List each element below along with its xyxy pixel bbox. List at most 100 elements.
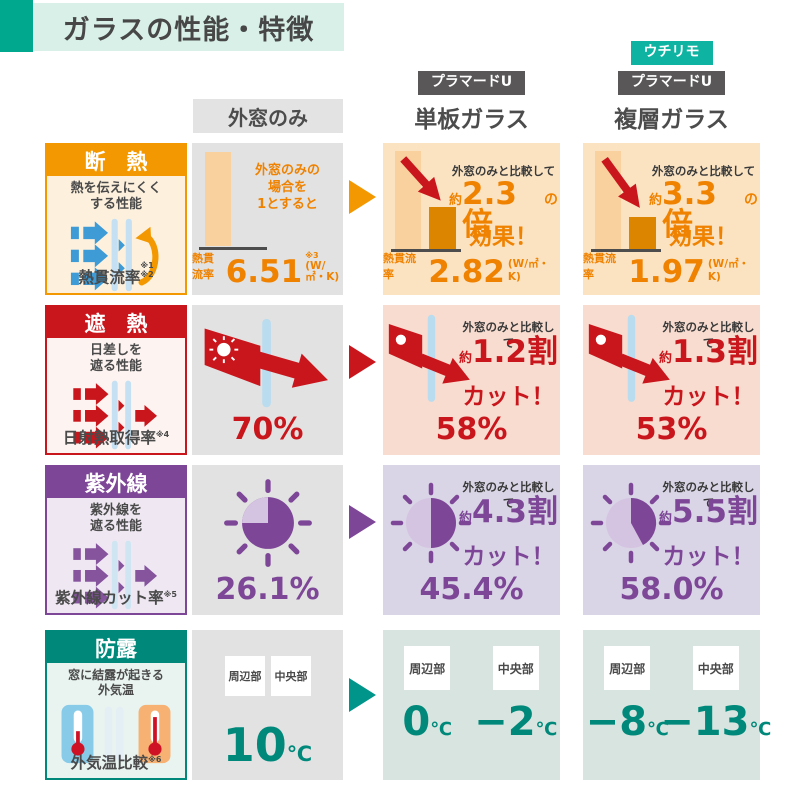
approx-prefix: 約	[449, 193, 463, 208]
headline-line2: カット！	[462, 544, 555, 570]
feature-title-insulation: 断 熱	[47, 145, 185, 176]
metric-footnote: ※4	[155, 429, 170, 439]
metric-label: 熱貫流率	[383, 252, 416, 281]
cell-uv-single: 外窓のみと比較して 約 4.3割 カット！ 45.4%	[383, 465, 560, 615]
result-value: 45.4%	[419, 572, 524, 607]
feature-metric-heat-shading: 日射熱取得率※4	[47, 426, 185, 448]
sun-pie-chart-icon	[590, 482, 672, 564]
headline: 約 3.3倍 の	[649, 179, 758, 241]
title-accent-block	[0, 0, 33, 52]
result-value: 26.1%	[215, 572, 320, 607]
metric-label: 熱貫流率	[78, 269, 141, 287]
temp-column-edge: 周辺部 0 ℃	[383, 646, 472, 742]
cell-insulation-baseline: 外窓のみの 場合を 1とすると 熱貫流率 6.51 ※3 (W/㎡・K)	[192, 143, 343, 295]
cell-condensation-single: 周辺部 0 ℃ 中央部 −2 ℃	[383, 630, 560, 780]
temperature-unit: ℃	[749, 719, 772, 740]
cell-condensation-double: 周辺部 −8 ℃ 中央部 −13 ℃	[583, 630, 771, 780]
temp-column-center: 中央部 −2 ℃	[472, 646, 561, 742]
metric-footnote: ※1 ※2	[140, 261, 154, 279]
heat-flow-blocked-arrows-icon	[47, 217, 185, 293]
feature-metric-anti-condensation: 外気温比較※6	[47, 751, 185, 773]
cell-heat-shading-baseline: 70%	[192, 305, 343, 455]
temperature-edge: 0 ℃	[402, 702, 452, 742]
chart-baseline	[199, 247, 267, 250]
temperature-baseline: 10 ℃	[192, 722, 343, 768]
baseline-note: 外窓のみの 場合を 1とすると	[254, 163, 320, 212]
page-title: ガラスの性能・特徴	[33, 3, 344, 51]
u-value-single: 熱貫流率 2.82 (W/㎡・K)	[383, 250, 560, 287]
feature-card-anti-condensation: 防露 窓に結露が起きる 外気温 外気温比較※6	[45, 630, 187, 780]
result-value: 53%	[635, 412, 708, 447]
feature-metric-uv: 紫外線カット率※5	[47, 586, 185, 608]
result-value: 58.0%	[619, 572, 724, 607]
temp-column-edge: 周辺部 −8 ℃	[583, 646, 672, 742]
result-bar	[429, 207, 456, 249]
sunlight-blocked-arrows-icon	[47, 379, 185, 451]
approx-prefix: 約	[649, 193, 663, 208]
feature-metric-insulation: 熱貫流率※1 ※2	[47, 262, 185, 288]
series-badge-uchirimo: ウチリモ	[630, 41, 713, 65]
compare-note: 外窓のみと比較して	[462, 480, 555, 510]
metric-label: 紫外線カット率	[55, 589, 164, 607]
red-diagonal-arrow-icon	[601, 156, 640, 208]
feature-description-anti-condensation: 窓に結露が起きる 外気温	[68, 668, 164, 697]
headline-line2: 効果！	[469, 224, 538, 250]
metric-unit: (W/㎡・K)	[305, 259, 340, 284]
area-label-center: 中央部	[692, 646, 739, 690]
feature-card-insulation: 断 熱 熱を伝えにくく する性能 熱貫流率※1 ※2	[45, 143, 187, 295]
metric-value: 1.97	[628, 253, 705, 290]
headline-line2: 効果！	[669, 224, 738, 250]
sun-arrow-through-glass-icon	[588, 314, 670, 402]
compare-note: 外窓のみと比較して	[451, 164, 556, 178]
headline-value: 3.3倍	[662, 176, 717, 243]
headline-line2: カット！	[462, 384, 555, 410]
metric-label: 外気温比較	[70, 754, 149, 772]
result-bar	[629, 217, 656, 249]
sun-arrow-through-glass-icon	[388, 314, 470, 402]
feature-description-insulation: 熱を伝えにくく する性能	[70, 181, 162, 213]
u-value-double: 熱貫流率 1.97 (W/㎡・K)	[583, 250, 760, 287]
chart-baseline	[591, 249, 661, 252]
feature-title-anti-condensation: 防露	[47, 632, 185, 663]
chart-baseline	[391, 249, 461, 252]
headline: 約 4.3割	[459, 497, 558, 528]
approx-prefix: 約	[459, 351, 473, 366]
sun-pie-chart-icon	[224, 479, 312, 567]
result-value: 70%	[231, 412, 304, 447]
flow-arrow-heat-shading-icon	[349, 345, 376, 379]
brand-badge-double: プラマードU	[617, 71, 726, 95]
metric-unit: (W/㎡・K)	[707, 258, 750, 283]
cell-heat-shading-single: 外窓のみと比較して 約 1.2割 カット！ 58%	[383, 305, 560, 455]
feature-card-uv: 紫外線 紫外線を 遮る性能 紫外線カット率※5	[45, 465, 187, 615]
column-header-double-badges: プラマードU	[583, 71, 760, 95]
result-value: 58%	[435, 412, 508, 447]
area-label-edge: 周辺部	[404, 646, 451, 690]
feature-card-heat-shading: 遮 熱 日差しを 遮る性能 日射熱取得率※4	[45, 305, 187, 455]
headline-value: 1.2割	[472, 334, 558, 370]
feature-title-uv: 紫外線	[47, 467, 185, 498]
metric-label: 日射熱取得率	[62, 429, 156, 447]
feature-title-heat-shading: 遮 熱	[47, 307, 185, 338]
headline-value: 1.3割	[672, 334, 758, 370]
cell-insulation-single: 外窓のみと比較して 約 2.3倍 の 効果！ 熱貫流率 2.82 (W/㎡・K)	[383, 143, 560, 295]
headline-suffix: の	[544, 192, 558, 208]
flow-arrow-uv-icon	[349, 505, 376, 539]
cell-insulation-double: 外窓のみと比較して 約 3.3倍 の 効果！ 熱貫流率 1.97 (W/㎡・K)	[583, 143, 760, 295]
feature-description-heat-shading: 日差しを 遮る性能	[89, 343, 142, 375]
temperature-value: −2	[474, 699, 536, 745]
headline-suffix: の	[744, 192, 758, 208]
temperature-value: −8	[585, 699, 648, 745]
red-diagonal-arrow-icon	[400, 156, 441, 201]
headline-value: 5.5割	[672, 494, 758, 530]
column-header-baseline: 外窓のみ	[193, 99, 343, 133]
area-label-edge: 周辺部	[225, 656, 265, 696]
compare-note: 外窓のみと比較して	[662, 480, 755, 510]
flow-arrow-condensation-icon	[349, 678, 376, 712]
temperature-value: 0	[402, 699, 431, 745]
temperature-unit: ℃	[535, 719, 558, 740]
temperature-unit: ℃	[430, 719, 453, 740]
compare-note: 外窓のみと比較して	[651, 164, 756, 178]
approx-prefix: 約	[459, 511, 473, 526]
thermometers-comparison-icon	[47, 703, 185, 765]
